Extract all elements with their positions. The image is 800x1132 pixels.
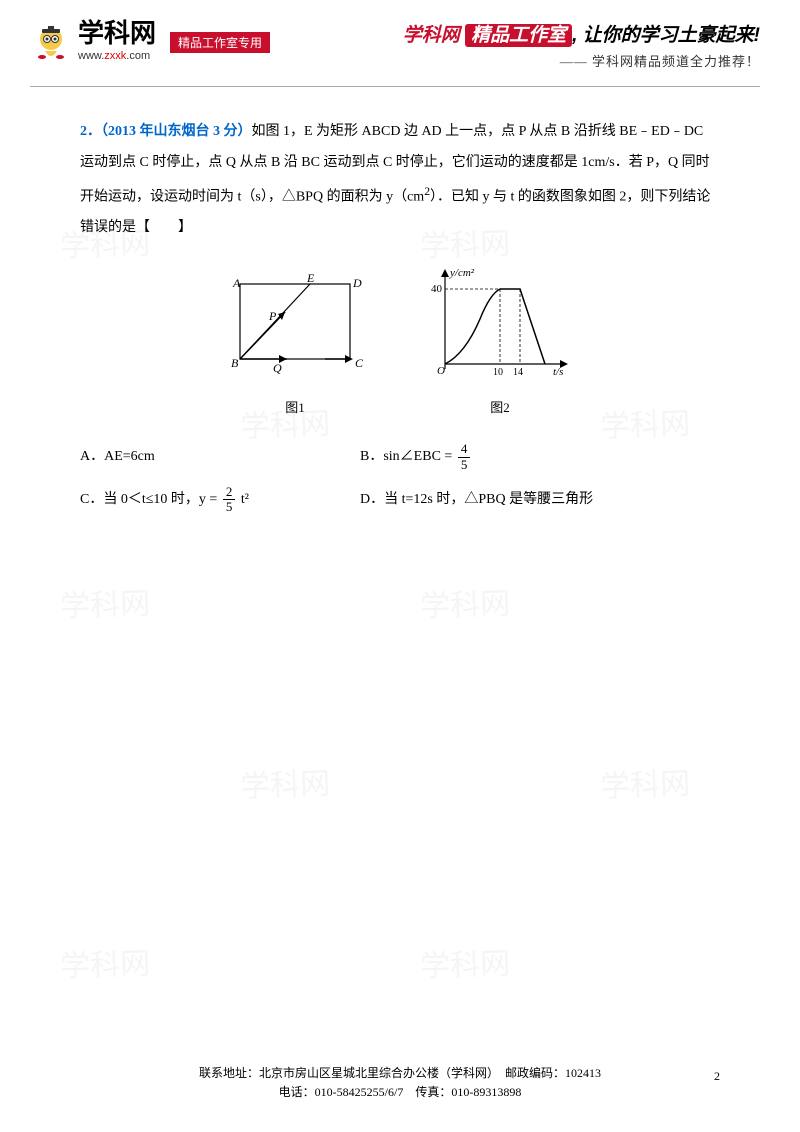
question-number: 2．	[80, 124, 101, 139]
watermark: 学科网	[599, 758, 690, 805]
logo-text-cn: 学科网	[78, 20, 156, 46]
figure-2-label: 图2	[425, 394, 575, 423]
svg-text:E: E	[306, 274, 315, 285]
watermark: 学科网	[419, 578, 510, 625]
watermark: 学科网	[419, 938, 510, 985]
logo-icon	[30, 21, 72, 63]
question-stem: 2．（2013 年山东烟台 3 分）如图 1，E 为矩形 ABCD 边 AD 上…	[80, 117, 720, 244]
question-source: （2013 年山东烟台 3 分）	[101, 124, 252, 139]
footer-address: 联系地址：北京市房山区星城北里综合办公楼（学科网） 邮政编码：102413	[0, 1064, 800, 1083]
figure-2: y/cm² 40 O 10 14 t/s 图2	[425, 264, 575, 422]
option-d: D．当 t=12s 时，△PBQ 是等腰三角形	[360, 485, 720, 516]
svg-text:P: P	[268, 309, 277, 323]
svg-text:O: O	[437, 365, 445, 377]
svg-text:40: 40	[431, 283, 443, 295]
page-footer: 联系地址：北京市房山区星城北里综合办公楼（学科网） 邮政编码：102413 电话…	[0, 1064, 800, 1102]
page-header: 学科网 www.zxxk.com 精品工作室专用 学科网 精品工作室, 让你的学…	[0, 0, 800, 80]
logo-url: www.zxxk.com	[78, 46, 156, 64]
figures-row: A E D B C P Q 图1 y/cm² 40	[80, 264, 720, 422]
svg-text:A: A	[232, 276, 241, 290]
watermark: 学科网	[239, 758, 330, 805]
option-b: B．sin∠EBC = 45	[360, 442, 720, 473]
figure-1: A E D B C P Q 图1	[225, 274, 365, 422]
svg-text:14: 14	[513, 367, 523, 378]
svg-text:Q: Q	[273, 361, 282, 375]
option-a: A．AE=6cm	[80, 442, 360, 473]
svg-text:y/cm²: y/cm²	[449, 267, 475, 279]
svg-text:C: C	[355, 356, 364, 370]
watermark: 学科网	[59, 578, 150, 625]
studio-tag: 精品工作室专用	[170, 32, 270, 53]
question-content: 2．（2013 年山东烟台 3 分）如图 1，E 为矩形 ABCD 边 AD 上…	[0, 87, 800, 516]
svg-text:B: B	[231, 356, 239, 370]
figure-1-label: 图1	[225, 394, 365, 423]
watermark: 学科网	[59, 938, 150, 985]
svg-text:D: D	[352, 276, 362, 290]
logo: 学科网 www.zxxk.com 精品工作室专用	[30, 20, 270, 64]
footer-phone: 电话：010-58425255/6/7 传真：010-89313898	[0, 1083, 800, 1102]
header-slogan: 学科网 精品工作室, 让你的学习土豪起来! —— 学科网精品频道全力推荐！	[403, 20, 760, 70]
options: A．AE=6cm B．sin∠EBC = 45 C．当 0＜t≤10 时，y =…	[80, 442, 720, 516]
option-c: C．当 0＜t≤10 时，y = 25 t²	[80, 485, 360, 516]
svg-text:t/s: t/s	[553, 366, 563, 378]
svg-text:10: 10	[493, 367, 503, 378]
